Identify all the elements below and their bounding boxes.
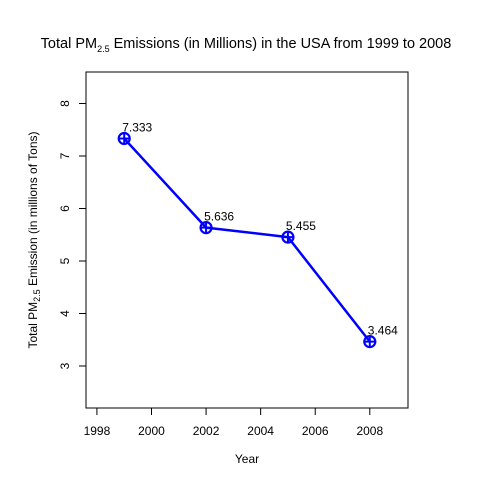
y-axis-label: Total PM2.5 Emission (in millions of Ton…	[26, 131, 42, 348]
data-point	[281, 230, 295, 244]
y-tick-label: 8	[58, 100, 72, 107]
y-tick-label: 6	[58, 205, 72, 212]
x-axis: 1998 2000 2002 2004 2006 2008	[84, 407, 383, 438]
x-tick-label: 2002	[193, 424, 220, 438]
title-suffix: Emissions (in Millions) in the USA from …	[110, 36, 452, 52]
data-label: 7.333	[122, 121, 152, 135]
data-point	[117, 131, 131, 146]
x-axis-label: Year	[235, 452, 259, 466]
chart-title: Total PM2.5 Emissions (in Millions) in t…	[41, 36, 452, 54]
x-tick-label: 2004	[247, 424, 274, 438]
ylabel-subscript: 2.5	[32, 289, 42, 302]
title-subscript: 2.5	[97, 44, 110, 54]
x-tick-label: 1998	[84, 424, 111, 438]
data-point	[363, 335, 377, 349]
ylabel-suffix: Emission (in millions of Tons)	[26, 131, 40, 289]
y-tick-label: 3	[58, 362, 72, 369]
series-layer: 7.333 5.636 5.455 3.464	[117, 121, 398, 349]
ylabel-prefix: Total PM	[26, 302, 40, 349]
x-tick-label: 2008	[356, 424, 383, 438]
y-tick-label: 4	[58, 310, 72, 317]
title-prefix: Total PM	[41, 36, 97, 52]
x-tick-label: 2000	[138, 424, 165, 438]
data-point	[199, 221, 213, 235]
y-tick-label: 5	[58, 257, 72, 264]
y-tick-label: 7	[58, 152, 72, 159]
data-label: 5.636	[204, 210, 234, 224]
data-label: 3.464	[368, 324, 398, 338]
y-axis: 3 4 5 6 7 8	[58, 100, 87, 369]
data-label: 5.455	[286, 219, 316, 233]
series-line	[123, 137, 371, 343]
x-tick-label: 2006	[302, 424, 329, 438]
